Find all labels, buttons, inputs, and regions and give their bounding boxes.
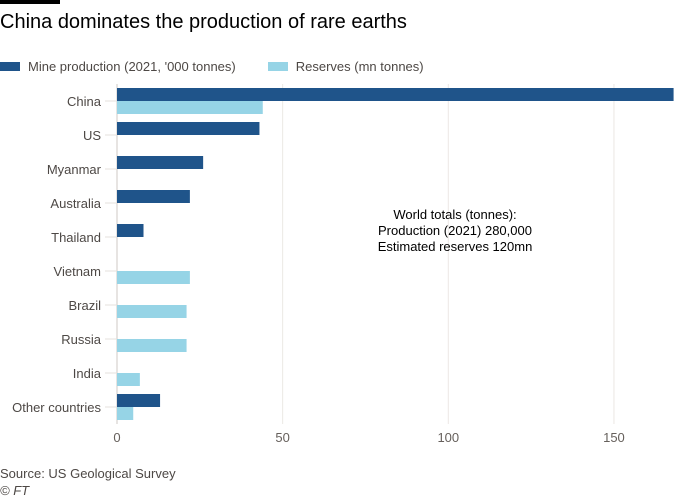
legend-label-reserves: Reserves (mn tonnes) <box>295 59 424 74</box>
annotation-line: Estimated reserves 120mn <box>377 239 533 254</box>
annotation: World totals (tonnes): Production (2021)… <box>340 207 570 255</box>
legend: Mine production (2021, '000 tonnes) Rese… <box>0 59 424 74</box>
y-tick-label: Russia <box>61 332 102 347</box>
credit: © FT <box>0 483 30 498</box>
bar-reserves <box>117 407 134 420</box>
annotation-line: World totals (tonnes): <box>393 207 517 222</box>
legend-item-reserves: Reserves (mn tonnes) <box>267 59 424 74</box>
bar-mine-production <box>117 88 674 101</box>
y-tick-label: Myanmar <box>47 162 102 177</box>
x-tick-label: 50 <box>275 430 289 445</box>
y-tick-label: Australia <box>50 196 101 211</box>
legend-swatch-reserves <box>267 62 288 71</box>
legend-swatch-mine <box>0 62 20 71</box>
bar-mine-production <box>117 224 144 237</box>
x-tick-label: 0 <box>113 430 120 445</box>
source-note: Source: US Geological Survey <box>0 466 176 481</box>
chart-title: China dominates the production of rare e… <box>0 11 407 33</box>
y-tick-label: Other countries <box>12 400 101 415</box>
y-tick-label: China <box>67 94 102 109</box>
x-tick-label: 100 <box>437 430 459 445</box>
legend-label-mine: Mine production (2021, '000 tonnes) <box>28 59 236 74</box>
bar-mine-production <box>117 394 161 407</box>
bar-reserves <box>117 305 187 318</box>
x-tick-label: 150 <box>603 430 625 445</box>
y-tick-label: Thailand <box>51 230 101 245</box>
brand-bar <box>0 0 60 4</box>
bar-mine-production <box>117 156 204 169</box>
bar-reserves <box>117 339 187 352</box>
legend-item-mine: Mine production (2021, '000 tonnes) <box>0 59 236 74</box>
y-tick-label: India <box>73 366 102 381</box>
bar-mine-production <box>117 122 260 135</box>
y-tick-label: US <box>83 128 101 143</box>
bar-reserves <box>117 101 263 114</box>
bar-reserves <box>117 373 140 386</box>
y-tick-label: Vietnam <box>54 264 101 279</box>
annotation-line: Production (2021) 280,000 <box>378 223 532 238</box>
bar-reserves <box>117 271 190 284</box>
bar-mine-production <box>117 190 190 203</box>
y-tick-label: Brazil <box>68 298 101 313</box>
